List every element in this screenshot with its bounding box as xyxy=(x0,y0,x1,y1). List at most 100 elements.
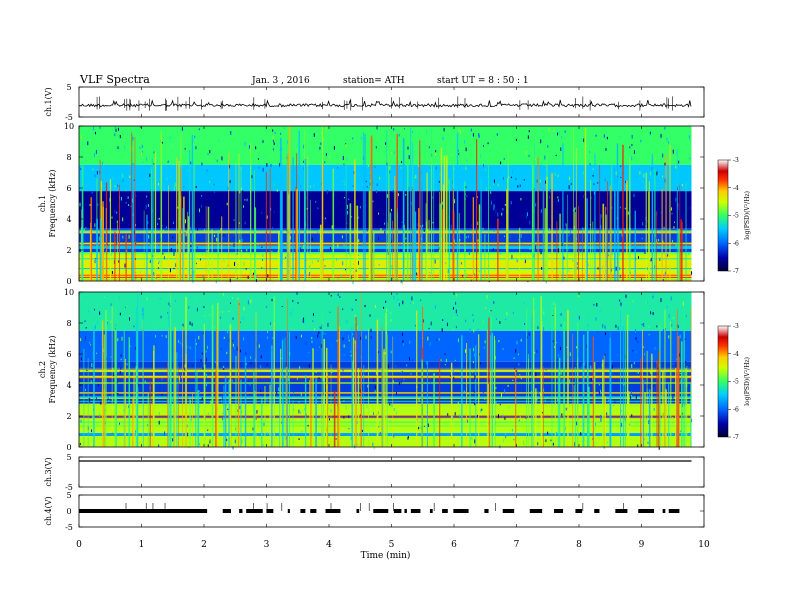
spectrogram-speckle xyxy=(203,331,205,335)
spectrogram-speckle xyxy=(262,167,264,172)
spectrogram-speckle xyxy=(376,126,378,130)
spectrogram-speckle xyxy=(545,163,547,166)
spectrogram-speckle xyxy=(524,259,526,264)
spectrogram-speckle xyxy=(356,325,358,330)
spectrogram-speckle xyxy=(407,436,409,439)
spectrogram-speckle xyxy=(631,156,633,161)
spectrogram-speckle xyxy=(548,127,550,132)
spectrogram-speckle xyxy=(135,276,137,279)
spectrogram-speckle xyxy=(128,234,130,239)
spectrogram-speckle xyxy=(163,256,165,260)
spectrogram-speckle xyxy=(247,300,249,305)
spectrogram-speckle xyxy=(145,204,147,209)
spectrogram-speckle xyxy=(405,237,407,240)
spectrogram-speckle xyxy=(593,191,595,195)
spectrogram-speckle xyxy=(115,128,117,132)
spectrogram-speckle xyxy=(347,335,349,340)
spectrogram-speckle xyxy=(549,189,551,193)
spectrogram-speckle xyxy=(662,240,664,243)
spectrogram-speckle xyxy=(215,361,217,363)
spectrogram-speckle xyxy=(213,139,215,141)
spectrogram-speckle xyxy=(94,325,96,329)
colorbar-tick-label: -5 xyxy=(733,213,739,220)
spectrogram-speckle xyxy=(441,201,443,205)
spectrogram-speckle xyxy=(615,171,617,176)
spectrogram-speckle xyxy=(427,423,429,427)
y-tick-label: 0 xyxy=(66,443,71,452)
spectrogram-speckle xyxy=(202,367,204,370)
spectrogram-speckle xyxy=(513,439,515,441)
spectrogram-speckle xyxy=(574,442,576,447)
spectrogram-speckle xyxy=(263,422,265,427)
spectrogram-speckle xyxy=(112,367,114,370)
spectrogram-speckle xyxy=(505,434,507,439)
spectrogram-speckle xyxy=(650,311,652,315)
spectrogram-speckle xyxy=(582,227,584,231)
spectrogram-speckle xyxy=(227,263,229,268)
spectrogram-speckle xyxy=(339,401,341,405)
spectrogram-speckle xyxy=(84,335,86,340)
spectrogram-speckle xyxy=(192,280,194,283)
spectrogram-speckle xyxy=(414,324,416,327)
spectrogram-speckle xyxy=(236,346,238,351)
spectrogram-speckle xyxy=(685,140,687,142)
spectrogram-speckle xyxy=(583,195,585,198)
spectrogram-speckle xyxy=(595,134,597,137)
spectrogram-speckle xyxy=(366,404,368,409)
spectrogram-speckle xyxy=(495,209,497,214)
spectrogram-speckle xyxy=(611,364,613,369)
spectrogram-speckle xyxy=(593,278,595,280)
spectrogram-speckle xyxy=(282,243,284,248)
spectrogram-speckle xyxy=(227,408,229,411)
spectrogram-speckle xyxy=(516,340,518,345)
spectrogram-speckle xyxy=(607,191,609,195)
spectrogram-speckle xyxy=(110,356,112,358)
spectrogram-speckle xyxy=(94,223,96,228)
spectrogram-speckle xyxy=(561,242,563,247)
spectrogram-speckle xyxy=(266,163,268,167)
spectrogram-speckle xyxy=(203,306,205,308)
spectrogram-speckle xyxy=(210,400,212,405)
spectrogram-speckle xyxy=(497,212,499,217)
spectrogram-speckle xyxy=(565,407,567,411)
spectrogram-speckle xyxy=(388,280,390,283)
spectrogram-speckle xyxy=(284,256,286,259)
spectrogram-speckle xyxy=(525,151,527,155)
spectrogram-speckle xyxy=(357,216,359,219)
spectrogram-speckle xyxy=(346,157,348,161)
spectrogram-speckle xyxy=(184,442,186,446)
spectrogram-speckle xyxy=(256,410,258,414)
spectrogram-speckle xyxy=(251,175,253,179)
spectrogram-speckle xyxy=(621,233,623,237)
spectrogram-speckle xyxy=(196,246,198,249)
spectrogram-speckle xyxy=(576,262,578,265)
spectrogram-speckle xyxy=(495,318,497,320)
spectrogram-speckle xyxy=(576,421,578,426)
spectrogram-speckle xyxy=(317,260,319,262)
spectrogram-speckle xyxy=(232,446,234,450)
spectrogram-speckle xyxy=(119,312,121,316)
spectrogram-speckle xyxy=(518,362,520,366)
spectrogram-speckle xyxy=(429,381,431,384)
spectrogram-speckle xyxy=(617,326,619,331)
spectrogram-speckle xyxy=(135,241,137,243)
spectrogram-speckle xyxy=(400,248,402,252)
spectrogram-speckle xyxy=(566,130,568,135)
spectrogram-speckle xyxy=(644,353,646,356)
spectrogram-speckle xyxy=(396,411,398,414)
spectrogram-speckle xyxy=(374,305,376,309)
spectrogram-speckle xyxy=(340,274,342,278)
spectrogram-speckle xyxy=(516,259,518,263)
spectrogram-speckle xyxy=(656,325,658,328)
spectrogram-speckle xyxy=(293,257,295,260)
spectrogram-speckle xyxy=(659,201,661,204)
spectrogram-speckle xyxy=(561,413,563,416)
spectrogram-speckle xyxy=(555,431,557,435)
spectrogram-speckle xyxy=(258,166,260,169)
spectrogram-speckle xyxy=(113,260,115,265)
spectrogram-speckle xyxy=(135,224,137,227)
spectrogram-speckle xyxy=(229,143,231,146)
spectrogram-speckle xyxy=(284,127,286,129)
spectrogram-speckle xyxy=(527,135,529,139)
